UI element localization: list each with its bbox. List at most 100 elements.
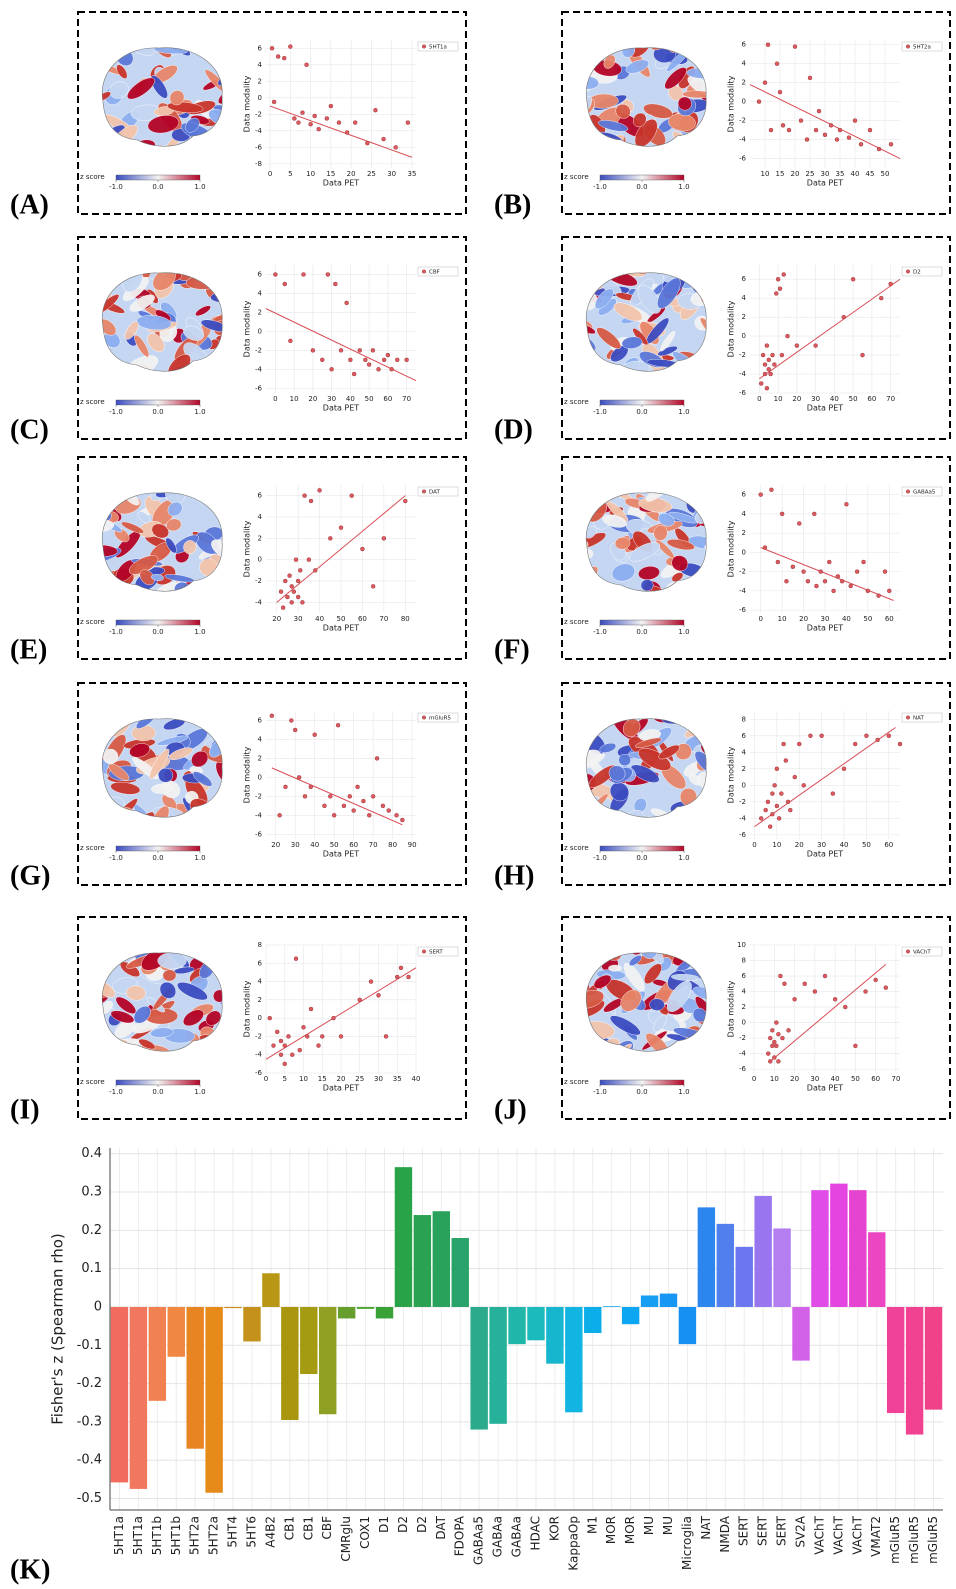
x-tick-label: mGluR5	[926, 1516, 940, 1564]
brain-region	[170, 21, 208, 49]
x-tick-label: 20	[272, 615, 281, 623]
point	[772, 1055, 777, 1060]
brain-region	[615, 103, 631, 119]
brain-region	[102, 1014, 104, 1026]
x-axis-label: Data PET	[323, 404, 360, 413]
brain-region	[613, 384, 641, 411]
fit-line	[760, 547, 894, 601]
point	[288, 338, 293, 344]
colorbar-title: z score	[564, 844, 589, 852]
colorbar-tick-label: -1.0	[109, 854, 123, 862]
colorbar-tick-label: -1.0	[109, 1088, 123, 1096]
brain-region	[167, 501, 183, 517]
legend-label: VAChT	[913, 950, 931, 956]
x-axis-label: Data PET	[323, 624, 360, 633]
x-tick-label: HDAC	[528, 1516, 542, 1550]
brain-region	[159, 981, 177, 999]
y-axis-label: Data modality	[727, 520, 736, 577]
brain-region	[644, 912, 668, 936]
point	[283, 784, 288, 790]
point	[370, 348, 376, 353]
x-tick-label: COX1	[358, 1516, 372, 1549]
panel: (F) z score -1.0 0.0 1.0 0 10 20 30 40 50 60 -6 -4 -2 0…	[494, 456, 951, 665]
x-tick-label: 15	[776, 170, 785, 178]
y-axis-label: Data modality	[727, 746, 736, 803]
point	[293, 956, 299, 961]
point	[863, 989, 868, 994]
brain-region	[154, 253, 178, 275]
x-tick-label: 40	[315, 615, 324, 623]
point	[865, 588, 871, 594]
brain-region	[688, 535, 707, 550]
point	[841, 314, 846, 320]
y-tick-label: 6	[258, 492, 263, 500]
brain-region	[586, 805, 600, 818]
point	[344, 130, 350, 135]
bar	[186, 1306, 204, 1449]
legend-marker	[906, 269, 911, 274]
point	[822, 579, 828, 584]
panel-frame	[77, 682, 467, 886]
colorbar-tick-label: 0.0	[152, 408, 163, 416]
brain-region	[129, 294, 155, 312]
point	[778, 973, 783, 979]
fit-line	[265, 967, 417, 1060]
bar	[394, 1167, 413, 1307]
y-tick-label: -6	[255, 384, 263, 392]
point	[277, 813, 282, 818]
bar	[640, 1295, 659, 1307]
panel-label: (D)	[494, 414, 533, 445]
brain-region	[76, 89, 98, 107]
panel: (C)z score-1.0 0.0 1.00 10 20 30 40 50 60 70-6-4-…	[10, 236, 467, 445]
brain-region	[151, 144, 182, 178]
y-tick-label: -0.5	[77, 1491, 102, 1506]
y-tick-label: 4	[258, 735, 263, 743]
y-tick-label: 0.3	[81, 1185, 102, 1200]
y-tick-label: -0.1	[77, 1338, 102, 1353]
point	[393, 145, 398, 150]
brain	[586, 47, 707, 147]
bar	[489, 1306, 507, 1424]
brain-region	[671, 572, 684, 582]
brain-region	[623, 916, 655, 947]
point	[269, 713, 275, 718]
point	[886, 733, 892, 738]
colorbar	[115, 1079, 201, 1086]
brain-region	[618, 753, 631, 767]
point	[325, 272, 331, 277]
brain	[586, 272, 707, 411]
brain-region	[193, 272, 214, 278]
brain	[102, 718, 223, 818]
legend-marker	[422, 269, 427, 274]
point	[295, 578, 301, 584]
point	[816, 108, 822, 114]
x-tick-label: VAChT	[831, 1515, 845, 1554]
brain-region	[150, 75, 168, 99]
y-tick-label: 2	[258, 996, 262, 1004]
point	[357, 348, 362, 353]
bar-panel: (K) -0.5 -0.4 -0.3 -0.2 -0.1 0 0.1 0.2 0.3 0.4 Fish…	[10, 1146, 943, 1585]
brain-region	[138, 15, 156, 35]
brain-region	[192, 771, 213, 787]
point	[329, 367, 334, 372]
colorbar-title: z score	[80, 173, 105, 181]
point	[289, 600, 294, 605]
y-tick-label: -2	[739, 798, 746, 806]
point	[772, 783, 777, 788]
y-tick-label: 0	[258, 773, 262, 781]
point	[290, 1052, 295, 1057]
y-tick-label: 4	[742, 510, 747, 518]
point	[783, 758, 789, 763]
brain-region	[666, 595, 696, 620]
x-tick-label: NMDA	[718, 1515, 732, 1552]
bar	[167, 1306, 185, 1357]
brain-region	[593, 974, 612, 989]
point	[876, 593, 881, 598]
brain-region	[692, 986, 707, 1001]
x-tick-label: VAChT	[812, 1515, 826, 1554]
point	[282, 55, 287, 61]
brain-region	[149, 748, 170, 779]
brain-region	[694, 751, 707, 773]
brain-region	[121, 521, 144, 534]
